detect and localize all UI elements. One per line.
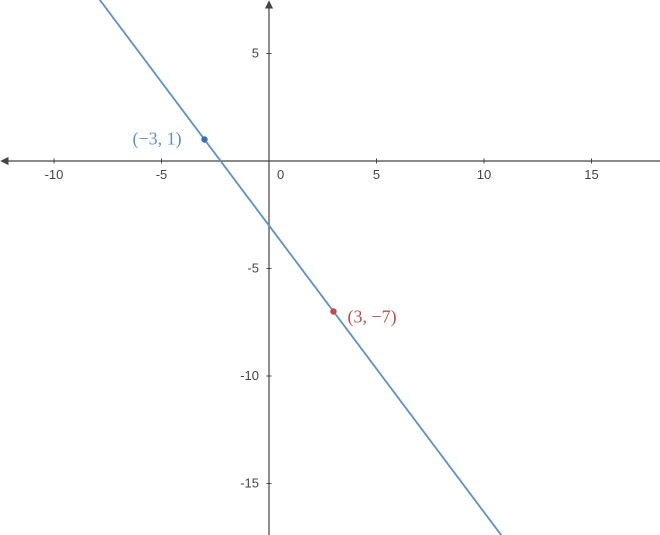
- point-marker-p1: [201, 136, 207, 142]
- x-tick-label: 10: [477, 167, 491, 182]
- point-label-p2: (3, −7): [348, 307, 397, 328]
- y-tick-label: -10: [240, 368, 259, 383]
- x-tick-label: -5: [156, 167, 168, 182]
- y-tick-label: -15: [240, 476, 259, 491]
- y-tick-label: -5: [247, 261, 259, 276]
- point-label-p1: (−3, 1): [133, 129, 182, 150]
- plotted-line: [100, 0, 503, 535]
- x-tick-label: 5: [373, 167, 380, 182]
- coordinate-plot: -10 -5 0 5 10 15 5 -5 -10 -15 (−3, 1) (3, −7): [0, 0, 660, 535]
- x-tick-label: 15: [584, 167, 598, 182]
- point-marker-p2: [330, 308, 336, 314]
- y-tick-label: 5: [252, 46, 259, 61]
- x-tick-label: -10: [45, 167, 64, 182]
- x-tick-label: 0: [277, 167, 284, 182]
